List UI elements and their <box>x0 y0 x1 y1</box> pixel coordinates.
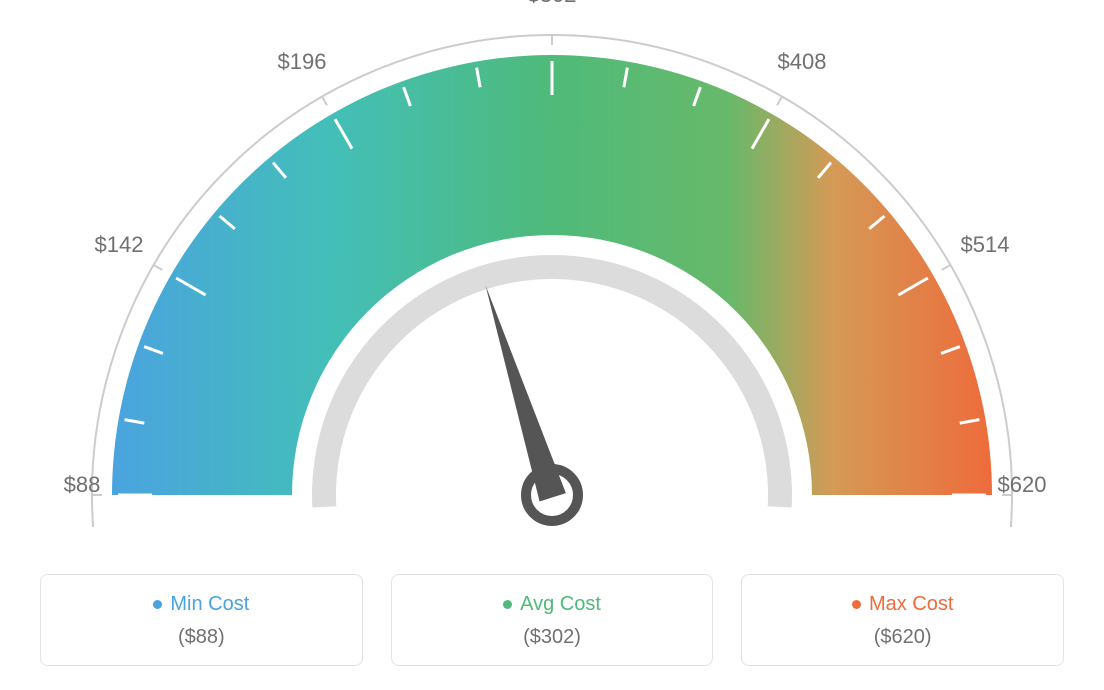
legend-title-label: Avg Cost <box>520 593 601 616</box>
dot-icon <box>153 600 162 609</box>
gauge-tick-label: $408 <box>778 49 827 75</box>
dot-icon <box>852 600 861 609</box>
legend-title-avg: Avg Cost <box>503 593 601 616</box>
legend-value-max: ($620) <box>752 626 1053 649</box>
legend-card-max: Max Cost ($620) <box>741 574 1064 666</box>
gauge-tick-label: $88 <box>64 472 101 498</box>
legend-title-label: Max Cost <box>869 593 953 616</box>
gauge-tick-label: $514 <box>961 232 1010 258</box>
gauge-area: $88 $142 $196 $302 $408 $514 $620 <box>0 0 1104 560</box>
legend-card-avg: Avg Cost ($302) <box>391 574 714 666</box>
legend-title-label: Min Cost <box>170 593 249 616</box>
cost-gauge-chart: { "gauge": { "type": "gauge", "min_value… <box>0 0 1104 690</box>
legend-value-min: ($88) <box>51 626 352 649</box>
dot-icon <box>503 600 512 609</box>
legend-row: Min Cost ($88) Avg Cost ($302) Max Cost … <box>40 574 1064 666</box>
legend-title-min: Min Cost <box>153 593 249 616</box>
gauge-svg <box>0 0 1104 560</box>
legend-card-min: Min Cost ($88) <box>40 574 363 666</box>
gauge-tick-label: $196 <box>278 49 327 75</box>
legend-title-max: Max Cost <box>852 593 953 616</box>
gauge-tick-label: $302 <box>528 0 577 8</box>
legend-value-avg: ($302) <box>402 626 703 649</box>
gauge-tick-label: $142 <box>95 232 144 258</box>
gauge-tick-label: $620 <box>998 472 1047 498</box>
